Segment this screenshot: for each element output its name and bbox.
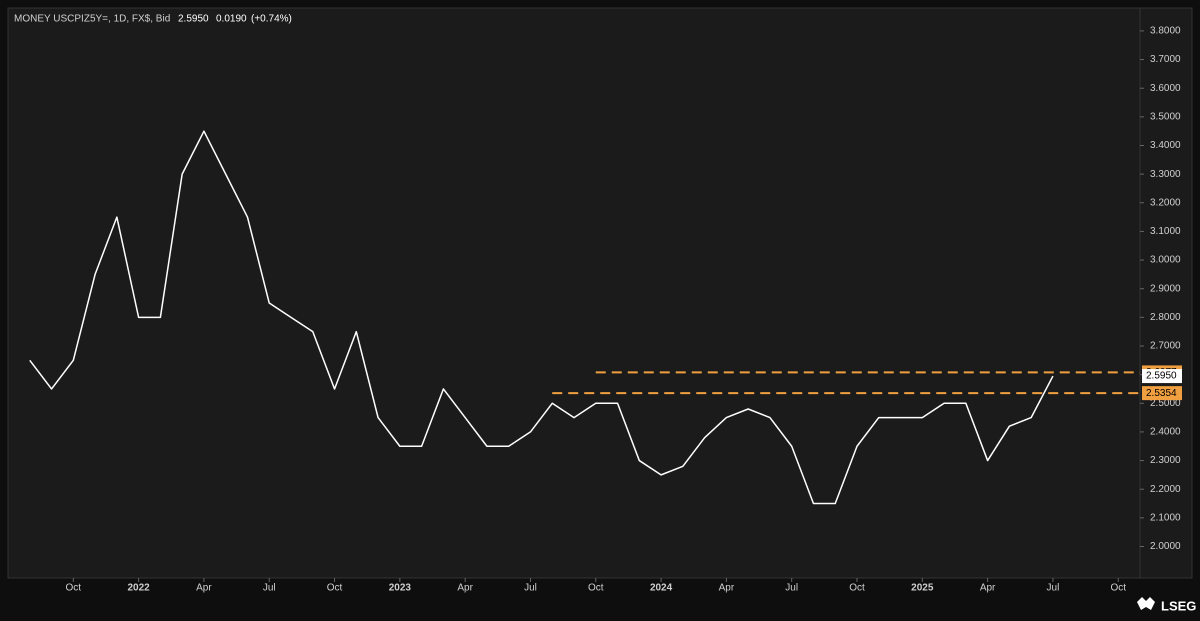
level-label-box	[1142, 386, 1182, 401]
price: 2.5950	[178, 14, 209, 25]
symbol: MONEY USCPIZ5Y=, 1D, FX$, Bid	[14, 14, 170, 25]
y-tick-label: 3.1000	[1150, 226, 1181, 237]
x-tick-label: Jul	[1047, 583, 1060, 594]
x-tick-label: Oct	[66, 583, 82, 594]
y-tick-label: 3.0000	[1150, 255, 1181, 266]
x-tick-label: Oct	[588, 583, 604, 594]
x-tick-label: Oct	[1110, 583, 1126, 594]
x-tick-label: 2024	[650, 583, 673, 594]
change: 0.0190	[216, 14, 247, 25]
x-tick-label: Oct	[849, 583, 865, 594]
change-pct: (+0.74%)	[251, 14, 292, 25]
y-tick-label: 2.9000	[1150, 283, 1181, 294]
y-tick-label: 3.7000	[1150, 54, 1181, 65]
y-tick-label: 2.4000	[1150, 427, 1181, 438]
logo-icon	[1137, 597, 1155, 610]
y-axis-panel	[1139, 7, 1193, 579]
x-tick-label: Apr	[196, 583, 212, 594]
level-label: 2.5354	[1146, 388, 1177, 399]
y-tick-label: 3.6000	[1150, 83, 1181, 94]
x-tick-label: 2023	[389, 583, 412, 594]
y-tick-label: 2.1000	[1150, 512, 1181, 523]
x-tick-label: Jul	[263, 583, 276, 594]
y-tick-label: 3.8000	[1150, 26, 1181, 37]
y-tick-label: 2.2000	[1150, 484, 1181, 495]
x-tick-label: Oct	[327, 583, 343, 594]
x-tick-label: Apr	[719, 583, 735, 594]
x-tick-label: Jul	[785, 583, 798, 594]
last-price-box	[1142, 369, 1182, 384]
y-tick-label: 2.5000	[1150, 398, 1181, 409]
last-price-label: 2.5950	[1146, 371, 1177, 382]
x-tick-label: 2022	[127, 583, 150, 594]
y-tick-label: 3.3000	[1150, 169, 1181, 180]
logo: LSEG	[1137, 597, 1196, 613]
y-tick-label: 2.0000	[1150, 541, 1181, 552]
logo-text: LSEG	[1161, 598, 1196, 613]
y-tick-label: 3.2000	[1150, 197, 1181, 208]
plot-area	[7, 7, 1141, 579]
x-tick-label: 2025	[911, 583, 934, 594]
y-tick-label: 2.8000	[1150, 312, 1181, 323]
y-tick-label: 3.5000	[1150, 111, 1181, 122]
y-tick-label: 3.4000	[1150, 140, 1181, 151]
x-tick-label: Jul	[524, 583, 537, 594]
x-tick-label: Apr	[457, 583, 473, 594]
y-tick-label: 2.3000	[1150, 455, 1181, 466]
x-tick-label: Apr	[980, 583, 996, 594]
y-tick-label: 2.7000	[1150, 341, 1181, 352]
price-line	[29, 130, 1054, 505]
